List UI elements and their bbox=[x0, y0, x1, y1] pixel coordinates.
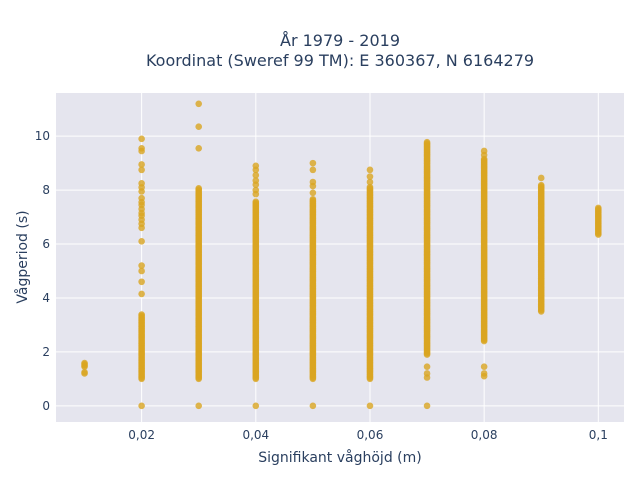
x-tick-label: 0,02 bbox=[128, 428, 155, 442]
data-point bbox=[252, 186, 260, 194]
x-axis-title: Signifikant våghöjd (m) bbox=[258, 449, 421, 466]
x-tick-label: 0,08 bbox=[471, 428, 498, 442]
data-point bbox=[138, 135, 145, 143]
x-axis-ticks: 0,02 0,04 0,06 0,08 0,1 bbox=[128, 428, 608, 442]
data-point bbox=[81, 368, 88, 376]
data-point bbox=[138, 194, 145, 202]
data-point bbox=[309, 166, 317, 174]
data-point bbox=[537, 181, 545, 189]
data-point bbox=[138, 238, 145, 245]
data-point bbox=[195, 100, 203, 108]
data-point bbox=[480, 363, 488, 371]
y-axis-title: Vågperiod (s) bbox=[14, 210, 31, 303]
data-point bbox=[195, 185, 203, 192]
data-point bbox=[366, 173, 374, 180]
data-point bbox=[138, 166, 145, 174]
y-tick-label: 6 bbox=[42, 237, 50, 251]
y-tick-label: 0 bbox=[42, 399, 50, 413]
data-point bbox=[480, 370, 488, 377]
data-point bbox=[138, 402, 145, 410]
data-point bbox=[309, 189, 317, 197]
data-point bbox=[309, 159, 317, 167]
y-tick-label: 4 bbox=[42, 291, 50, 305]
data-point bbox=[252, 177, 260, 184]
data-point bbox=[138, 161, 145, 168]
data-point bbox=[138, 278, 145, 286]
y-tick-label: 10 bbox=[35, 129, 50, 143]
data-point bbox=[138, 290, 145, 298]
data-point bbox=[480, 147, 488, 155]
y-tick-label: 8 bbox=[42, 183, 50, 197]
data-point bbox=[138, 267, 145, 275]
data-point bbox=[195, 144, 203, 152]
data-point bbox=[366, 183, 374, 191]
data-point bbox=[423, 402, 431, 410]
data-point bbox=[366, 178, 374, 186]
data-point bbox=[366, 402, 374, 410]
data-point bbox=[537, 174, 545, 182]
chart-subtitle: Koordinat (Sweref 99 TM): E 360367, N 61… bbox=[146, 51, 534, 70]
data-point bbox=[138, 311, 145, 318]
data-point bbox=[423, 363, 431, 371]
data-point bbox=[252, 171, 260, 179]
data-point bbox=[138, 144, 145, 152]
data-point bbox=[252, 162, 260, 170]
y-tick-label: 2 bbox=[42, 345, 50, 359]
data-point bbox=[252, 198, 260, 205]
data-point bbox=[309, 402, 317, 410]
x-tick-label: 0,1 bbox=[589, 428, 608, 442]
data-point bbox=[423, 138, 431, 146]
plot-area bbox=[56, 93, 624, 422]
x-tick-label: 0,04 bbox=[242, 428, 269, 442]
data-point bbox=[138, 262, 145, 269]
data-point bbox=[252, 402, 260, 410]
data-point bbox=[423, 370, 431, 377]
x-tick-label: 0,06 bbox=[357, 428, 384, 442]
y-axis-ticks: 0 2 4 6 8 10 bbox=[35, 129, 50, 413]
data-point bbox=[195, 402, 203, 410]
data-point bbox=[309, 178, 317, 186]
data-point bbox=[595, 204, 602, 212]
data-points bbox=[81, 100, 602, 410]
data-point bbox=[366, 166, 374, 174]
chart-title: År 1979 - 2019 bbox=[280, 31, 400, 50]
data-point bbox=[138, 180, 145, 187]
data-point bbox=[309, 195, 317, 203]
data-point bbox=[81, 359, 88, 367]
data-point bbox=[195, 123, 203, 131]
